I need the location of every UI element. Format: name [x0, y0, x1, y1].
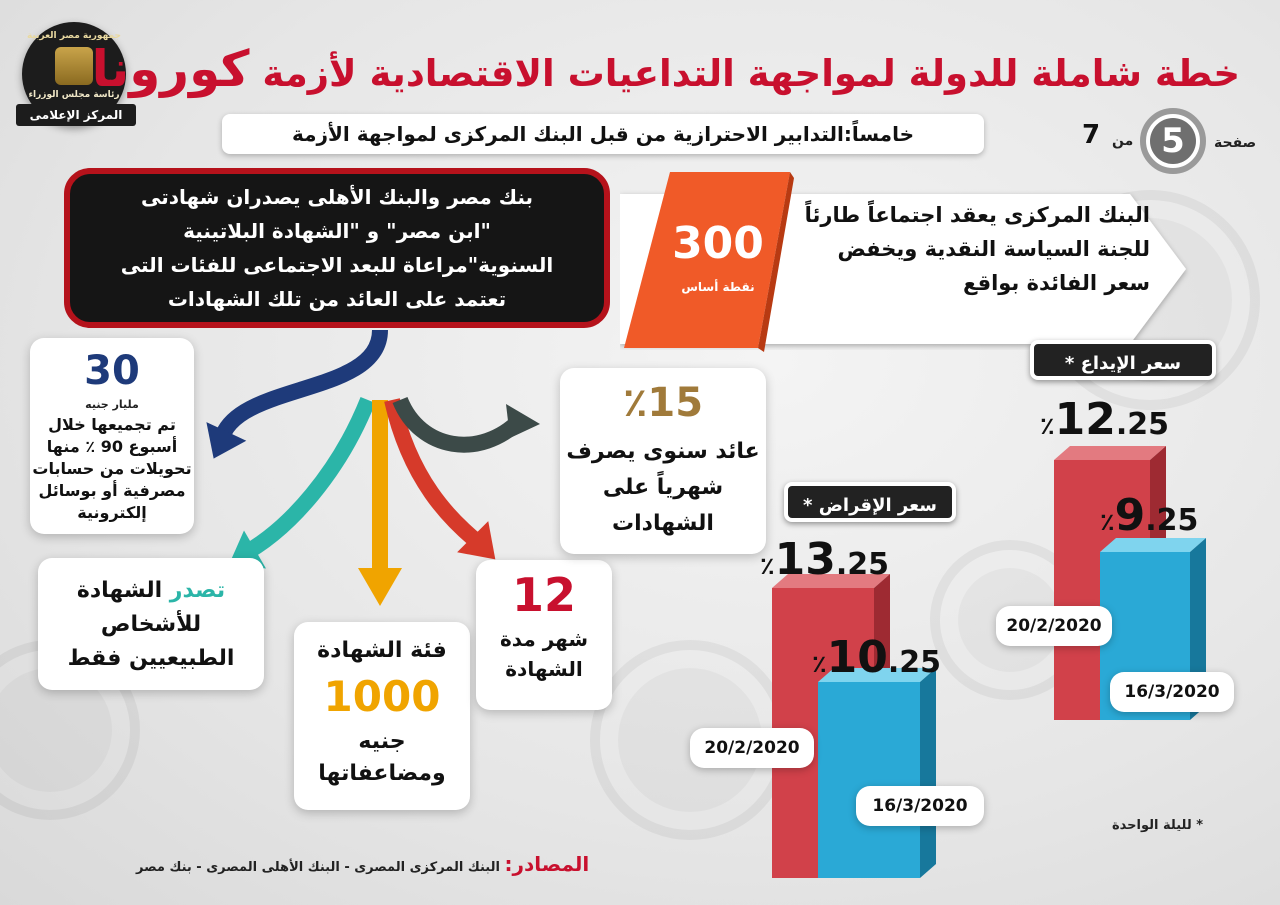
logo-mid-text: رئاسة مجلس الوزراء	[28, 90, 120, 100]
sources-line: المصادر: البنك المركزى المصرى - البنك ال…	[136, 852, 589, 876]
announcement-line: تعتمد على العائد من تلك الشهادات	[167, 287, 507, 311]
deposit-old-rate: ٪12.25	[1040, 394, 1170, 445]
deposit-new-rate: ٪9.25	[1100, 490, 1199, 541]
announcement-line: السنوية"مراعاة للبعد الاجتماعى للفئات ال…	[120, 253, 554, 277]
denomination-number: 1000	[323, 672, 441, 721]
lending-old-rate: ٪13.25	[760, 534, 890, 585]
individuals-only-card: تصدر الشهادة للأشخاص الطبيعيين فقط	[38, 558, 264, 690]
denomination-text: جنيه ومضاعفاتها	[318, 729, 446, 786]
duration-number: 12	[511, 568, 576, 622]
lending-new-bar	[818, 682, 920, 878]
yield-card: ٪15 عائد سنوى يصرف شهرياً على الشهادات	[560, 368, 766, 554]
page-of-label: من	[1112, 133, 1134, 149]
announcement-line: "ابن مصر" و "الشهادة البلاتينية	[183, 219, 491, 243]
yield-text: عائد سنوى يصرف شهرياً على الشهادات	[566, 439, 760, 536]
deposit-rate-tag: سعر الإيداع *	[1030, 340, 1216, 380]
page-title: خطة شاملة للدولة لمواجهة التداعيات الاقت…	[92, 40, 1240, 98]
sources-text: البنك المركزى المصرى - البنك الأهلى المص…	[136, 860, 500, 875]
lending-new-date: 16/3/2020	[856, 786, 984, 826]
duration-card: 12 شهر مدة الشهادة	[476, 560, 612, 710]
section-subtitle: خامساً:التدابير الاحترازية من قبل البنك …	[222, 114, 984, 154]
individuals-line: الطبيعيين فقط	[67, 646, 235, 671]
basis-points-tag-shape	[624, 172, 794, 352]
central-bank-statement: البنك المركزى يعقد اجتماعاً طارئاً للجنة…	[790, 198, 1150, 300]
denomination-label: فئة الشهادة	[317, 638, 447, 663]
rate-cut-unit: نقطة أساس	[681, 280, 755, 294]
deposit-old-date: 20/2/2020	[996, 606, 1112, 646]
arrow-dark	[392, 396, 526, 453]
arrow-teal	[236, 397, 376, 564]
logo-ribbon: المركز الإعلامى	[16, 104, 136, 126]
deposit-old-bar-top	[1054, 446, 1166, 460]
deposit-new-bar-top	[1100, 538, 1206, 552]
page-number-badge: 5	[1140, 108, 1206, 174]
collected-amount-unit: مليار جنيه	[85, 398, 139, 411]
lending-old-bar-top	[772, 574, 890, 588]
duration-text: شهر مدة الشهادة	[499, 627, 589, 681]
statement-line: البنك المركزى يعقد اجتماعاً طارئاً	[804, 203, 1150, 227]
logo-top-text: جمهورية مصر العربية	[26, 31, 122, 41]
denomination-card: فئة الشهادة 1000 جنيه ومضاعفاتها	[294, 622, 470, 810]
footnote: * لليلة الواحدة	[1112, 818, 1204, 833]
lending-rate-tag: سعر الإقراض *	[784, 482, 956, 522]
yield-number: ٪15	[622, 380, 704, 426]
sources-label: المصادر:	[504, 852, 590, 876]
statement-line: للجنة السياسة النقدية ويخفض	[837, 237, 1151, 261]
branching-arrows	[206, 329, 540, 606]
title-main: خطة شاملة للدولة لمواجهة التداعيات الاقت…	[262, 52, 1240, 95]
collected-amount-number: 30	[84, 348, 140, 394]
lending-new-bar-top	[818, 668, 936, 682]
lending-new-rate: ٪10.25	[812, 632, 942, 683]
deposit-new-date: 16/3/2020	[1110, 672, 1234, 712]
page-number: 5	[1150, 118, 1196, 164]
statement-line: سعر الفائدة بواقع	[962, 271, 1150, 295]
title-highlight: كورونا	[91, 40, 250, 98]
announcement-line: بنك مصر والبنك الأهلى يصدران شهادتى	[140, 185, 533, 209]
eagle-emblem-icon	[55, 47, 93, 85]
arrow-red	[384, 398, 485, 551]
page-label: صفحة	[1214, 135, 1257, 151]
certificates-announcement-box: بنك مصر والبنك الأهلى يصدران شهادتى "ابن…	[64, 168, 610, 328]
rate-cut-value: 300	[672, 218, 764, 269]
collected-amount-card: 30 مليار جنيه تم تجميعها خلال أسبوع 90 ٪…	[30, 338, 194, 534]
individuals-line: تصدر الشهادة	[76, 578, 226, 603]
individuals-line: للأشخاص	[100, 612, 202, 637]
lending-old-date: 20/2/2020	[690, 728, 814, 768]
collected-amount-text: تم تجميعها خلال أسبوع 90 ٪ منها تحويلات …	[32, 415, 192, 522]
arrow-navy	[212, 329, 388, 451]
page-total: 7	[1082, 120, 1101, 150]
